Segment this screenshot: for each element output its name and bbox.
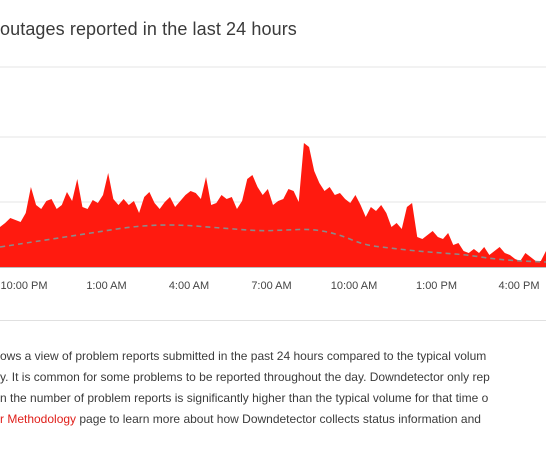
section-divider [0, 320, 546, 321]
description-text: page to learn more about how Downdetecto… [76, 412, 481, 426]
chart-description: ows a view of problem reports submitted … [0, 346, 546, 430]
chart-title: outages reported in the last 24 hours [0, 19, 297, 39]
description-line: n the number of problem reports is signi… [0, 391, 489, 405]
x-tick-label: 4:00 AM [169, 280, 209, 292]
x-tick-label: 1:00 AM [86, 280, 126, 292]
outage-chart-svg: 10:00 PM 1:00 AM 4:00 AM 7:00 AM 10:00 AM 1:0… [0, 66, 546, 292]
typical-volume-line [0, 224, 546, 263]
description-line: ows a view of problem reports submitted … [0, 349, 487, 363]
x-tick-label: 7:00 AM [251, 280, 291, 292]
x-tick-label: 10:00 PM [0, 280, 47, 292]
x-tick-label: 10:00 AM [331, 280, 377, 292]
reports-area [0, 143, 546, 267]
description-line: y. It is common for some problems to be … [0, 370, 490, 384]
x-tick-label: 4:00 PM [499, 280, 540, 292]
description-line: r Methodology page to learn more about h… [0, 409, 546, 430]
methodology-link[interactable]: r Methodology [0, 412, 77, 426]
x-tick-label: 1:00 PM [416, 280, 457, 292]
outage-chart: 10:00 PM 1:00 AM 4:00 AM 7:00 AM 10:00 AM 1:0… [0, 66, 546, 292]
